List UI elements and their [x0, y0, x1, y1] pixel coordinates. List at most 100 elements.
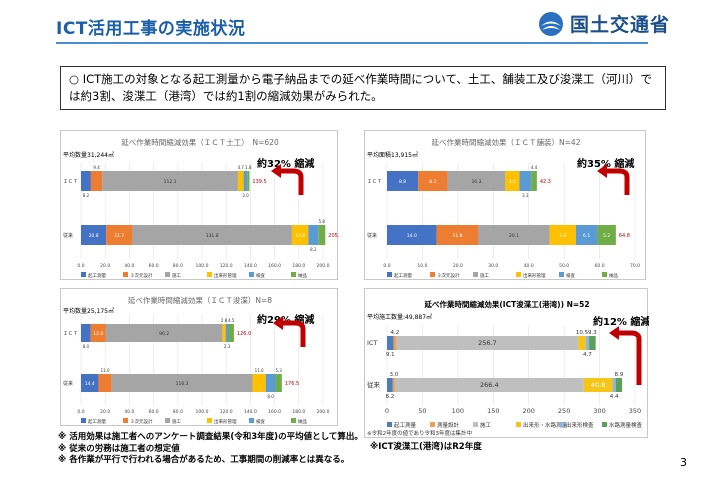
port-note: ※ICT浚渫工(港湾)はR2年度: [370, 442, 482, 452]
x-tick-label: 0.0: [383, 263, 390, 269]
bar-value-label: 8.9: [615, 372, 624, 378]
page-title: ICT活用工事の実施状況: [56, 19, 246, 39]
bar-value-label: 9.3: [588, 330, 597, 336]
title-divider: [56, 42, 648, 44]
bar-segment: [275, 374, 282, 392]
legend-swatch: [387, 272, 392, 277]
x-tick-label: 40.0: [124, 409, 134, 415]
bar-segment: [81, 225, 107, 245]
legend-swatch: [291, 418, 296, 423]
average-quantity-label: 平均数量31,244㎥: [63, 151, 114, 159]
legend-entry: 納品: [609, 272, 618, 279]
legend-entry: 検査: [256, 272, 265, 279]
bar-value-label: 11.8: [452, 233, 462, 239]
bar-value-label: 4.0: [509, 179, 516, 185]
bar-segment: [308, 225, 319, 245]
bar-segment: [81, 171, 91, 191]
bar-segment: [615, 378, 623, 392]
mlit-emblem-icon: [539, 11, 563, 36]
chart-panel-dredge-river: 延べ作業時間縮減効果（ＩＣＴ浚渫）N=8 平均数量25,175㎥ 0.0 20.0 40…: [60, 288, 338, 426]
reduction-label: 約32% 縮減: [257, 157, 314, 170]
bar-segment: [612, 378, 616, 392]
bar-segment: [531, 171, 537, 191]
bar-value-label: 14.0: [407, 233, 417, 239]
average-quantity-label: 平均数量25,175㎥: [63, 307, 114, 315]
x-tick-label: 160.0: [268, 409, 281, 415]
x-tick-label: 80.0: [173, 263, 183, 269]
bar-value-label: 8.2: [83, 193, 90, 198]
row-label-conventional: 従来: [63, 380, 73, 387]
x-tick-label: 120.0: [220, 263, 233, 269]
reduction-arrow-icon: [271, 164, 304, 195]
bar-value-label: 7.4: [559, 233, 566, 239]
bar-segment: [225, 324, 229, 342]
bar-value-label: 4.7: [583, 352, 592, 358]
bar-segment: [387, 225, 437, 245]
legend-entry: 納品: [298, 272, 307, 279]
x-tick-label: 10.0: [417, 263, 427, 269]
bar-value-label: 11.0: [101, 368, 110, 373]
bar-segment: [436, 225, 479, 245]
bar-value-label: 3.3: [522, 193, 529, 198]
bar-segment: [228, 324, 234, 342]
bar-segment: [81, 374, 99, 392]
chart-title: 延べ作業時間縮減効果（ＩＣＴ浚渫）N=8: [128, 295, 272, 305]
arrow-head: [271, 164, 281, 178]
legend-entry: 出来形管理: [214, 418, 237, 425]
x-tick-label: 200.0: [317, 263, 330, 269]
x-tick-label: 50.0: [559, 263, 569, 269]
bar-value-label: 116.3: [176, 381, 189, 387]
page-number: 3: [680, 456, 687, 469]
chart-panel-paving: 延べ作業時間縮減効果（ＩＣＴ舗装）N=42 平均面積13,915㎡ 0.0 10.0 2…: [364, 130, 646, 280]
bar-value-label: 131.8: [206, 233, 219, 239]
bar-total-label: 64.8: [619, 233, 630, 239]
legend-swatch: [473, 272, 478, 277]
legend-swatch: [291, 272, 296, 277]
bar-segment: [102, 171, 238, 191]
arrow-shaft: [605, 168, 630, 195]
arrow-shaft: [279, 168, 304, 195]
chart-title: 延べ作業時間縮減効果（ＩＣＴ舗装）N=42: [432, 137, 581, 147]
bar-segment: [447, 171, 506, 191]
x-tick-label: 70.0: [630, 263, 640, 269]
legend-entry: 起工測量: [88, 272, 106, 279]
bar-value-label: 266.4: [480, 381, 499, 389]
legend-entry: 起工測量: [88, 418, 106, 425]
reduction-arrow-icon: [609, 326, 642, 385]
bar-value-label: 12.6: [93, 331, 103, 337]
x-tick-label: 150: [487, 407, 499, 415]
legend-entry: 出来形・水路測量: [523, 421, 568, 429]
legend-entry: 測量設計: [437, 421, 460, 429]
x-tick-label: 60.0: [149, 263, 159, 269]
x-tick-label: 100: [452, 407, 464, 415]
bar-value-label: 2.8: [221, 318, 228, 323]
bar-segment: [589, 336, 596, 350]
legend-swatch: [123, 418, 128, 423]
x-tick-label: 50: [418, 407, 426, 415]
bar-value-label: 8.3: [429, 179, 436, 185]
x-tick-label: 200: [523, 407, 535, 415]
bar-segment: [549, 225, 576, 245]
legend-swatch: [165, 272, 170, 277]
arrow-head: [609, 326, 619, 340]
footnotes: ※ 活用効果は施工者へのアンケート調査結果(令和3年度)の平均値として算出。 ※…: [58, 432, 363, 467]
legend-entry: 検査: [256, 418, 265, 425]
bar-value-label: 8.2: [386, 394, 395, 400]
x-tick-label: 180.0: [292, 263, 305, 269]
bar-value-label: 3.0: [242, 193, 249, 198]
bar-total-label: 205.8: [328, 233, 339, 239]
legend-swatch: [81, 272, 86, 277]
legend-swatch: [516, 422, 521, 427]
x-tick-label: 140.0: [244, 263, 257, 269]
bar-segment: [478, 225, 550, 245]
bar-segment: [387, 171, 419, 191]
bar-value-label: 16.3: [471, 179, 481, 185]
bar-segment: [243, 171, 248, 191]
bar-segment: [90, 171, 103, 191]
legend-entry: 検査: [566, 272, 575, 279]
reduction-arrow-icon: [273, 316, 306, 347]
bar-value-label: 4.2: [391, 330, 400, 336]
bar-segment: [396, 336, 579, 350]
bar-segment: [578, 336, 586, 350]
legend-entry: 施工: [172, 418, 181, 425]
